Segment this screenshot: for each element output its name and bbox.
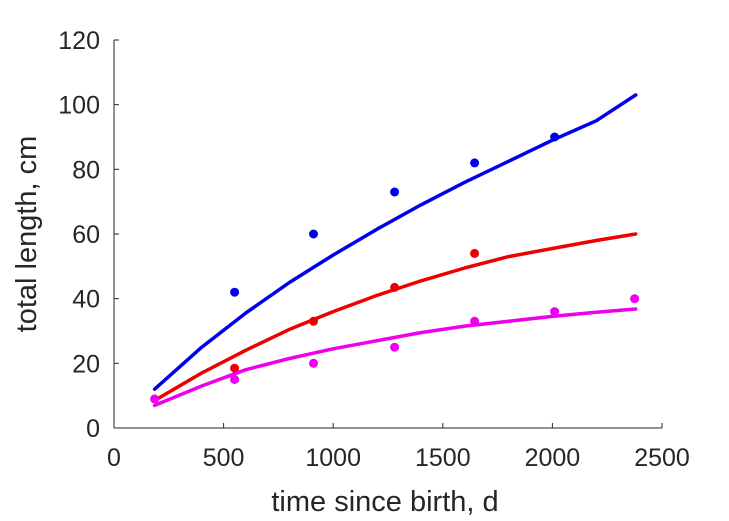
series-3 — [150, 294, 640, 408]
x-tick-label: 1500 — [415, 444, 471, 472]
data-point — [630, 294, 640, 304]
data-point — [309, 358, 318, 368]
series-1 — [152, 93, 638, 391]
fit-curve — [152, 93, 638, 391]
x-tick-label: 1000 — [305, 444, 361, 472]
x-tick-label: 0 — [107, 444, 121, 472]
x-tick-label: 2500 — [634, 444, 690, 472]
x-axis-label: time since birth, d — [271, 486, 498, 518]
y-tick-label: 0 — [86, 415, 100, 443]
data-point — [230, 287, 240, 297]
data-point — [390, 282, 400, 292]
data-point — [230, 363, 240, 373]
y-tick-label: 100 — [58, 92, 100, 120]
series-layer — [150, 93, 640, 408]
y-tick-label: 80 — [72, 156, 100, 184]
x-tick-label: 2000 — [525, 444, 581, 472]
data-point — [550, 307, 560, 317]
y-tick-label: 40 — [72, 286, 100, 314]
x-tick-label: 500 — [203, 444, 245, 472]
x-ticks: 0 500 1000 1500 2000 2500 — [107, 423, 690, 472]
data-point — [390, 342, 400, 352]
data-point — [309, 316, 318, 326]
axes — [113, 40, 662, 429]
y-ticks: 0 20 40 60 80 100 120 — [58, 27, 119, 443]
fit-curve — [152, 307, 638, 408]
data-point — [470, 248, 480, 258]
y-tick-label: 20 — [72, 350, 100, 378]
data-point — [550, 132, 560, 142]
y-axis-label: total length, cm — [11, 136, 43, 333]
data-point — [309, 229, 318, 239]
data-point — [230, 375, 240, 384]
data-point — [470, 158, 480, 168]
series-2 — [152, 232, 638, 403]
data-point — [390, 187, 400, 197]
y-tick-label: 60 — [72, 221, 100, 249]
data-point — [470, 316, 480, 326]
data-point — [150, 394, 160, 404]
y-tick-label: 120 — [58, 27, 100, 55]
